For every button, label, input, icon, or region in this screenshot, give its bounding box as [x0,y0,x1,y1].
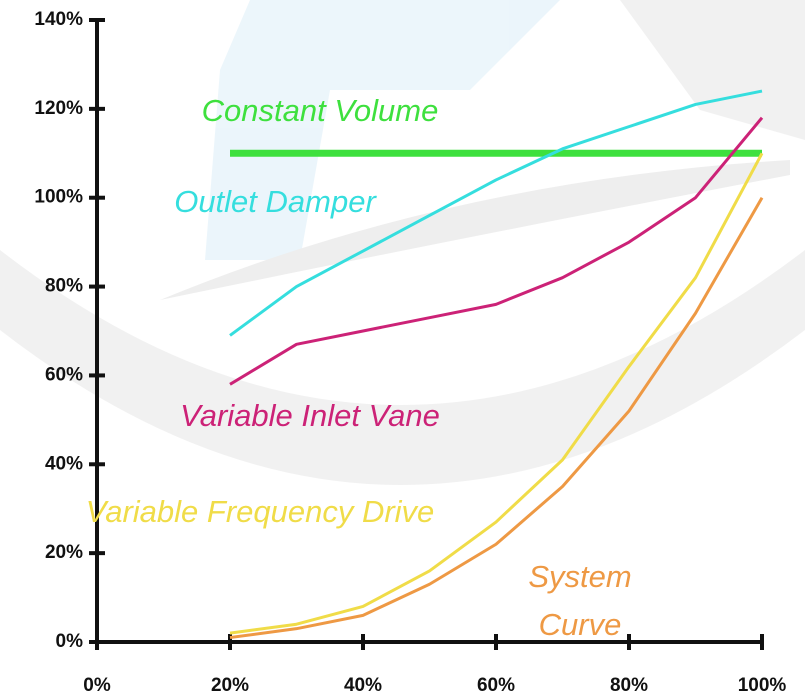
series-line [229,196,764,640]
watermark-shape [620,0,805,140]
y-tick-label: 100% [34,187,83,208]
watermark-blade [160,160,790,300]
series-line [229,116,764,386]
x-tick-label: 80% [610,675,648,696]
y-tick-label: 120% [34,98,83,119]
y-tick-label: 40% [45,453,83,474]
series-line [229,152,764,635]
x-tick-label: 100% [738,675,787,696]
x-tick-label: 40% [344,675,382,696]
y-tick-label: 20% [45,542,83,563]
series-label: Variable Inlet Vane [180,398,440,433]
series-label: Variable Frequency Drive [85,494,435,529]
x-tick-label: 20% [211,675,249,696]
series-label: Constant Volume [201,93,439,128]
y-tick-label: 80% [45,276,83,297]
y-tick-label: 60% [45,364,83,385]
x-tick-label: 0% [83,675,111,696]
watermark-shape [205,0,560,260]
series-label: Outlet Damper [174,184,376,219]
y-tick-label: 0% [56,631,84,652]
watermark-arc [0,250,805,485]
watermark [0,0,805,485]
series-line [229,89,763,337]
x-tick-label: 60% [477,675,515,696]
y-tick-label: 140% [34,9,83,30]
series-label: System Curve [528,559,632,642]
